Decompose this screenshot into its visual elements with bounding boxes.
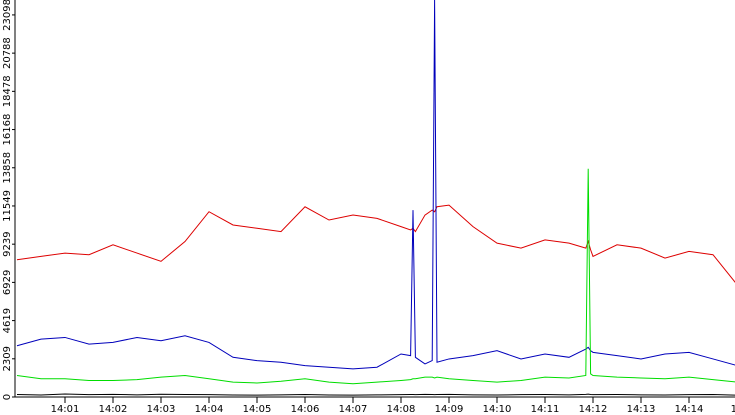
x-tick-label: 14 <box>731 404 735 415</box>
series-line <box>16 168 735 385</box>
x-tick-label: 14:04 <box>195 404 224 415</box>
x-tick-label: 14:12 <box>579 404 608 415</box>
y-tick-label: 20788 <box>2 37 13 69</box>
x-tick-label: 14:09 <box>435 404 464 415</box>
series-line <box>16 393 735 396</box>
x-tick-label: 14:10 <box>483 404 512 415</box>
series-line <box>16 204 735 283</box>
y-tick-label: 0 <box>2 394 13 400</box>
series-line <box>16 0 735 370</box>
x-tick-label: 14:01 <box>51 404 80 415</box>
y-tick-label: 13858 <box>2 152 13 184</box>
y-tick-label: 11549 <box>2 190 13 222</box>
y-tick-label: 9239 <box>2 231 13 256</box>
y-tick-label: 4619 <box>2 308 13 333</box>
y-tick-label: 6929 <box>2 270 13 295</box>
x-tick-label: 14:07 <box>339 404 368 415</box>
y-tick-label: 2309 <box>2 346 13 371</box>
y-tick-label: 18478 <box>2 75 13 107</box>
y-tick-label: 16168 <box>2 114 13 146</box>
x-tick-label: 14:11 <box>531 404 560 415</box>
x-tick-label: 14:05 <box>243 404 272 415</box>
x-tick-label: 14:06 <box>291 404 320 415</box>
x-tick-label: 14:14 <box>675 404 704 415</box>
x-tick-label: 14:02 <box>99 404 128 415</box>
x-tick-label: 14:08 <box>387 404 416 415</box>
y-tick-label: 23098 <box>2 0 13 31</box>
x-tick-label: 14:13 <box>627 404 656 415</box>
x-tick-label: 14:03 <box>147 404 176 415</box>
